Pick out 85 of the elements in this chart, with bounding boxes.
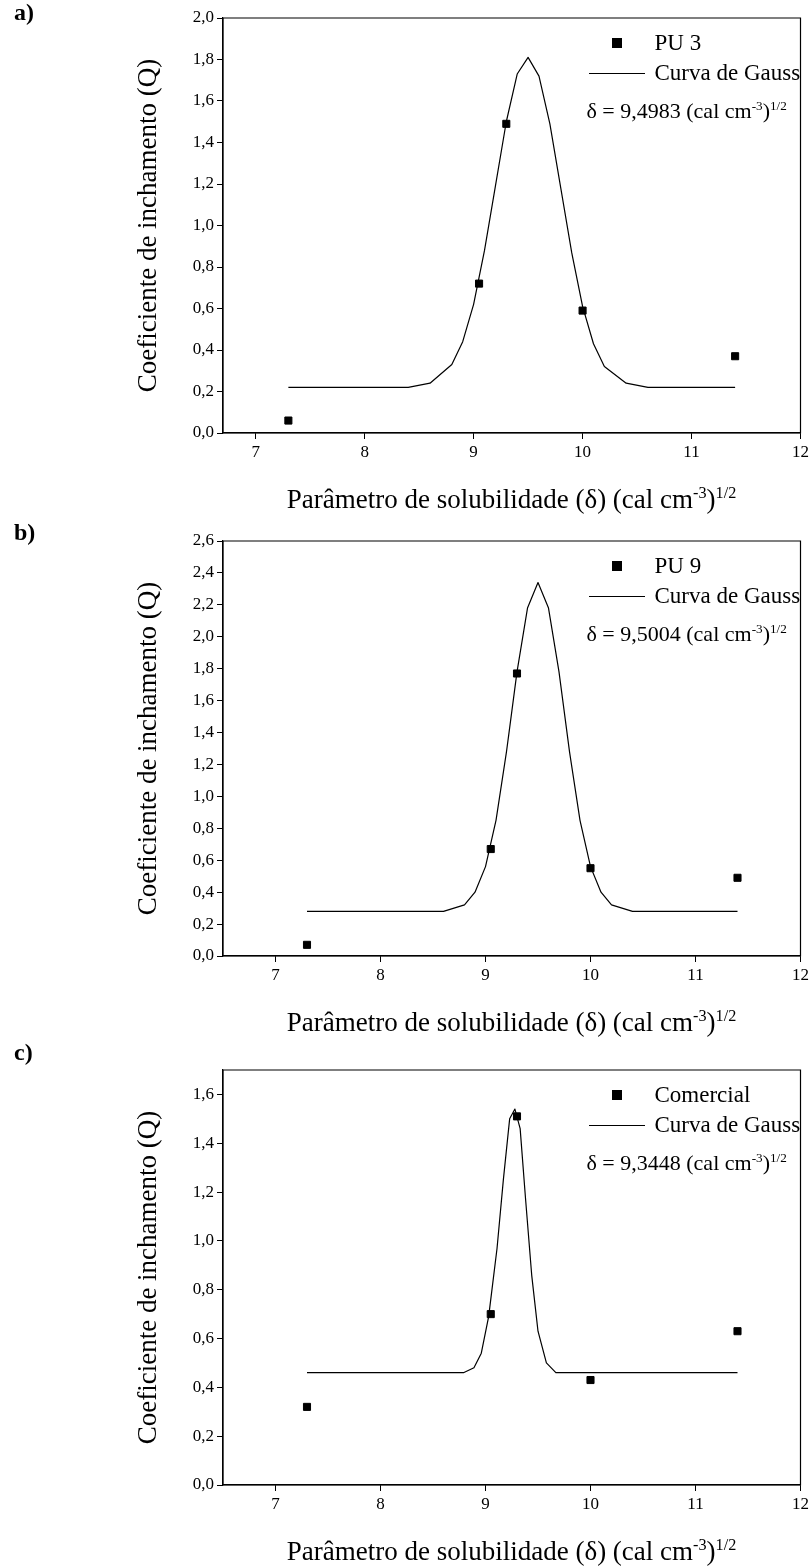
y-tick-label: 1,4 bbox=[192, 1132, 215, 1152]
y-tick-label: 1,2 bbox=[192, 753, 214, 773]
text: a) bbox=[14, 0, 34, 25]
y-tick-label: 1,2 bbox=[192, 1181, 214, 1201]
x-tick-label: 8 bbox=[360, 441, 369, 461]
point bbox=[733, 1327, 742, 1336]
legend-label: PU 3 bbox=[654, 30, 702, 56]
annotation: δ = 9,5004 (cal cm$^{-3}$)$^{1/2}$ bbox=[586, 621, 788, 648]
y-tick-label: 0,2 bbox=[192, 913, 214, 933]
y-tick-label: 2,0 bbox=[192, 626, 214, 646]
x-tick-label: 12 bbox=[792, 964, 809, 984]
x-axis-title: Parâmetro de solubilidade (δ) (cal cm$^{-3}$)$^{1/2}$ bbox=[286, 1007, 737, 1037]
point bbox=[733, 873, 742, 882]
y-tick-label: 1,0 bbox=[192, 214, 214, 234]
legend-label: PU 9 bbox=[654, 553, 702, 579]
y-tick-label: 2,6 bbox=[192, 530, 214, 550]
x-tick-label: 9 bbox=[469, 441, 478, 461]
y-tick-label: 0,6 bbox=[192, 849, 214, 869]
y-tick-label: 2,0 bbox=[192, 7, 214, 27]
y-tick-label: 0,4 bbox=[192, 1376, 215, 1396]
y-tick-label: 0,8 bbox=[192, 256, 214, 276]
point bbox=[578, 306, 587, 315]
x-tick-label: 11 bbox=[687, 1493, 704, 1513]
x-tick-label: 12 bbox=[792, 441, 809, 461]
y-axis-title: Coeficiente de inchamento (Q) bbox=[132, 1110, 163, 1445]
y-tick-label: 0,4 bbox=[192, 339, 215, 359]
x-tick-label: 12 bbox=[792, 1493, 809, 1513]
x-tick-label: 11 bbox=[683, 441, 700, 461]
y-tick-label: 2,4 bbox=[192, 562, 215, 582]
x-tick-label: 8 bbox=[376, 964, 385, 984]
point bbox=[731, 352, 740, 361]
x-tick-label: 9 bbox=[481, 964, 490, 984]
point bbox=[486, 1310, 495, 1319]
point bbox=[502, 119, 511, 128]
legend-label: Curva de Gauss bbox=[654, 583, 801, 609]
legend-label: Curva de Gauss bbox=[654, 60, 801, 86]
y-tick-label: 0,0 bbox=[192, 1474, 214, 1494]
point bbox=[284, 416, 293, 425]
y-tick-label: 1,6 bbox=[192, 690, 214, 710]
y-tick-label: 0,0 bbox=[192, 422, 214, 442]
x-tick-label: 8 bbox=[376, 1493, 385, 1513]
y-tick-label: 1,2 bbox=[192, 173, 214, 193]
y-tick-label: 0,6 bbox=[192, 1328, 214, 1347]
y-tick-label: 0,6 bbox=[192, 297, 214, 317]
y-tick-label: 1,8 bbox=[192, 48, 214, 68]
y-tick-label: 2,2 bbox=[192, 594, 214, 614]
text: b) bbox=[14, 519, 36, 545]
x-axis-title: Parâmetro de solubilidade (δ) (cal cm$^{-3}$)$^{1/2}$ bbox=[286, 1536, 737, 1566]
y-tick-label: 1,0 bbox=[192, 1230, 214, 1250]
legend-label: Curva de Gauss bbox=[654, 1112, 801, 1138]
text: c) bbox=[14, 1039, 33, 1065]
point bbox=[302, 1402, 312, 1411]
annotation: δ = 9,4983 (cal cm$^{-3}$)$^{1/2}$ bbox=[586, 98, 788, 125]
x-tick-label: 10 bbox=[574, 441, 592, 461]
y-tick-label: 1,4 bbox=[192, 722, 215, 742]
y-tick-label: 0,8 bbox=[192, 817, 214, 837]
y-axis-title: Coeficiente de inchamento (Q) bbox=[132, 581, 163, 916]
y-tick-label: 0,8 bbox=[192, 1279, 214, 1299]
x-tick-label: 9 bbox=[481, 1493, 490, 1513]
x-tick-label: 10 bbox=[582, 964, 599, 984]
x-tick-label: 11 bbox=[687, 964, 704, 984]
point bbox=[586, 1375, 595, 1385]
point bbox=[512, 669, 522, 678]
y-tick-label: 1,4 bbox=[192, 131, 215, 151]
y-axis-title: Coeficiente de inchamento (Q) bbox=[132, 58, 163, 393]
x-tick-label: 7 bbox=[271, 964, 281, 984]
point bbox=[486, 845, 495, 854]
y-tick-label: 1,0 bbox=[192, 785, 214, 805]
point bbox=[586, 864, 595, 873]
point bbox=[475, 279, 484, 288]
y-tick-label: 0,4 bbox=[192, 881, 215, 901]
y-tick-label: 0,2 bbox=[192, 380, 214, 400]
x-tick-label: 7 bbox=[251, 441, 261, 461]
y-tick-label: 1,6 bbox=[192, 90, 214, 110]
y-tick-label: 1,8 bbox=[192, 658, 214, 678]
y-tick-label: 0,2 bbox=[192, 1425, 214, 1445]
point bbox=[512, 1112, 522, 1121]
x-tick-label: 10 bbox=[582, 1493, 599, 1513]
x-tick-label: 7 bbox=[271, 1493, 281, 1513]
y-tick-label: 1,6 bbox=[192, 1083, 214, 1103]
annotation: δ = 9,3448 (cal cm$^{-3}$)$^{1/2}$ bbox=[586, 1150, 788, 1177]
y-tick-label: 0,0 bbox=[192, 945, 214, 965]
x-axis-title: Parâmetro de solubilidade (δ) (cal cm$^{-3}$)$^{1/2}$ bbox=[286, 484, 737, 514]
point bbox=[302, 940, 312, 949]
legend-label: Comercial bbox=[654, 1082, 751, 1108]
